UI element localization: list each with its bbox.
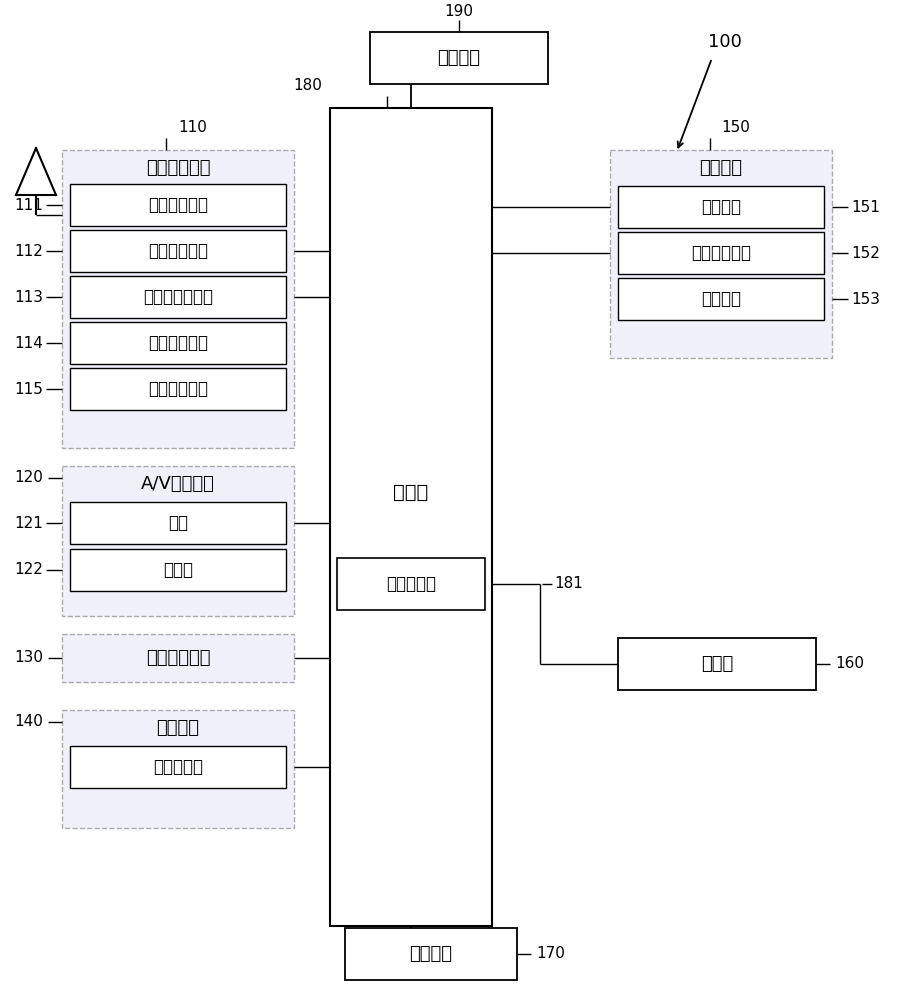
- Text: 警报单元: 警报单元: [701, 290, 741, 308]
- Text: 短程通信模块: 短程通信模块: [148, 334, 208, 352]
- Text: 181: 181: [554, 576, 583, 591]
- Text: 接近传感器: 接近传感器: [153, 758, 203, 776]
- Text: 130: 130: [14, 650, 43, 666]
- Bar: [70, 184, 286, 226]
- Text: 153: 153: [851, 292, 880, 306]
- Text: 广播接收模块: 广播接收模块: [148, 196, 208, 214]
- Text: 用户输入单元: 用户输入单元: [145, 649, 210, 667]
- Text: 控制器: 控制器: [393, 483, 429, 502]
- Bar: [62, 634, 294, 682]
- Text: 111: 111: [14, 198, 43, 213]
- Bar: [70, 230, 286, 272]
- Text: 190: 190: [444, 4, 473, 19]
- Bar: [618, 638, 816, 690]
- Text: 100: 100: [708, 33, 742, 51]
- Bar: [70, 322, 286, 364]
- Text: 麦克风: 麦克风: [163, 561, 193, 579]
- Text: 位置信息模块: 位置信息模块: [148, 380, 208, 398]
- Text: 无线互联网模块: 无线互联网模块: [143, 288, 213, 306]
- Text: 移动通信模块: 移动通信模块: [148, 242, 208, 260]
- Bar: [70, 549, 286, 591]
- Bar: [62, 150, 294, 448]
- Text: 显示单元: 显示单元: [701, 198, 741, 216]
- Text: 152: 152: [851, 245, 880, 260]
- Bar: [618, 186, 824, 228]
- Text: 150: 150: [721, 120, 750, 135]
- Text: 113: 113: [14, 290, 43, 304]
- Bar: [337, 558, 485, 610]
- Bar: [62, 466, 294, 616]
- Text: 多媒体模块: 多媒体模块: [386, 575, 436, 593]
- Bar: [70, 502, 286, 544]
- Text: 120: 120: [14, 471, 43, 486]
- Bar: [70, 368, 286, 410]
- Bar: [345, 928, 517, 980]
- Text: 输出单元: 输出单元: [699, 159, 742, 177]
- Text: 151: 151: [851, 200, 880, 215]
- Text: A/V输入单元: A/V输入单元: [141, 475, 215, 493]
- Text: 180: 180: [293, 79, 322, 94]
- Text: 接口单元: 接口单元: [409, 945, 452, 963]
- Text: 110: 110: [178, 120, 207, 135]
- Text: 感测单元: 感测单元: [156, 719, 199, 737]
- Text: 115: 115: [14, 381, 43, 396]
- Text: 112: 112: [14, 243, 43, 258]
- Text: 音频输出模块: 音频输出模块: [691, 244, 751, 262]
- Text: 140: 140: [14, 714, 43, 730]
- Text: 121: 121: [14, 516, 43, 530]
- Bar: [70, 746, 286, 788]
- Bar: [618, 278, 824, 320]
- Bar: [70, 276, 286, 318]
- Text: 122: 122: [14, 562, 43, 578]
- Bar: [618, 232, 824, 274]
- Bar: [62, 710, 294, 828]
- Text: 相机: 相机: [168, 514, 188, 532]
- Text: 存储器: 存储器: [701, 655, 733, 673]
- Bar: [330, 108, 492, 926]
- Text: 160: 160: [835, 656, 864, 672]
- Text: 电源单元: 电源单元: [438, 49, 481, 67]
- Text: 170: 170: [536, 946, 565, 962]
- Text: 114: 114: [14, 336, 43, 351]
- Bar: [370, 32, 548, 84]
- Text: 无线通信单元: 无线通信单元: [145, 159, 210, 177]
- Bar: [610, 150, 832, 358]
